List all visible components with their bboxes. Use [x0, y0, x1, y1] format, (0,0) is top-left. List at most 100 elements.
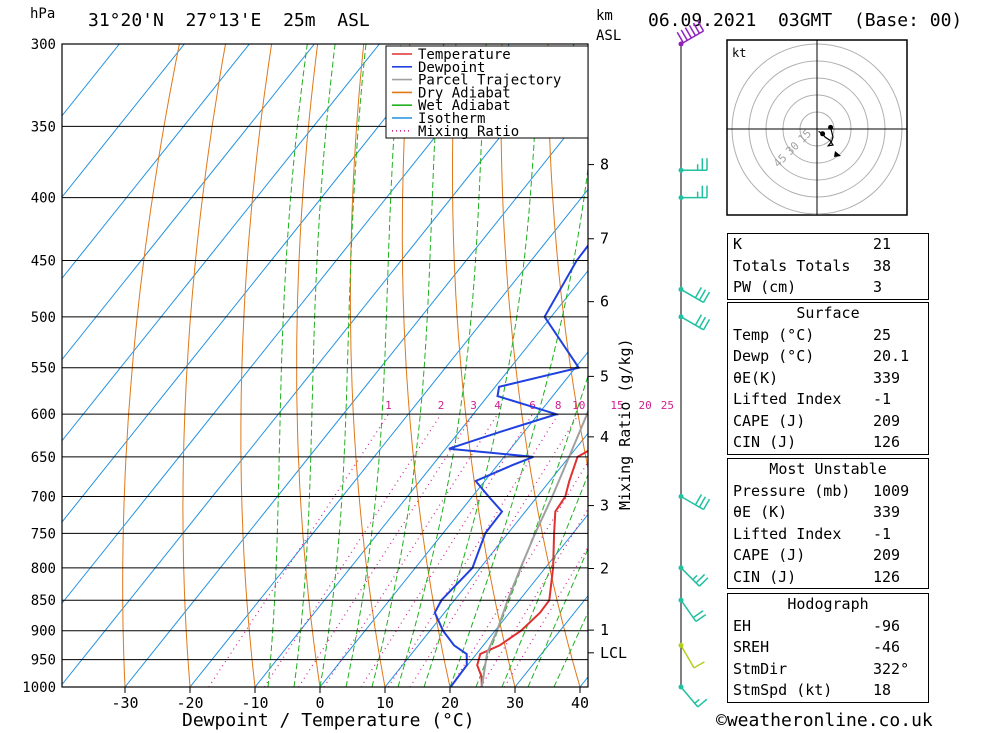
wind-barb-feather: [694, 494, 703, 506]
legend-label: Isotherm: [418, 111, 485, 127]
isotherm-line: [62, 44, 575, 686]
isotherm-line: [62, 44, 250, 280]
x-tick-label: 10: [376, 694, 394, 712]
index-label: CIN (J): [733, 567, 797, 586]
isotherm-line: [62, 44, 380, 442]
dry-adiabat-line: [122, 44, 180, 687]
pressure-unit-label: hPa: [30, 6, 56, 22]
dry-adiabat-line: [963, 44, 1000, 687]
isotherm-line: [384, 432, 588, 687]
wind-barb-shaft: [680, 567, 700, 587]
isotherm-line: [62, 44, 445, 523]
index-row: StmDir 322°: [728, 659, 928, 681]
height-unit-asl: ASL: [596, 28, 622, 44]
wet-adiabat-line: [553, 610, 588, 687]
pressure-tick-label: 750: [31, 526, 56, 542]
height-unit-km: km: [596, 8, 613, 24]
km-tick-label: 2: [600, 559, 609, 577]
wind-barb-feather: [695, 573, 706, 584]
index-value: -96: [873, 616, 901, 635]
wind-barb-dot: [678, 314, 684, 320]
hodograph-unit-label: kt: [732, 46, 746, 60]
index-value: 339: [873, 503, 901, 521]
mixing-ratio-label: 15: [610, 399, 623, 412]
legend-label: Wet Adiabat: [418, 98, 511, 114]
wind-barb-shaft: [680, 686, 699, 708]
mixing-ratio-label: 4: [494, 399, 501, 412]
wind-barb: [678, 597, 707, 623]
mixing-ratio-label: 25: [661, 399, 674, 412]
wind-barb-dot: [678, 167, 684, 173]
index-label: Totals Totals: [733, 256, 851, 275]
wind-barb: [678, 158, 708, 173]
wind-barb-dot: [678, 41, 684, 47]
index-label: Temp (°C): [733, 325, 815, 344]
mixing-ratio-line: [323, 413, 499, 687]
profile-lines: [433, 244, 588, 687]
legend-label: Dewpoint: [418, 60, 485, 76]
x-tick-label: 40: [571, 694, 589, 712]
index-value: 18: [873, 681, 892, 699]
index-label: K: [733, 235, 743, 253]
mixing-ratio-line: [409, 413, 580, 687]
plot-frame: [61, 43, 589, 688]
wind-barb-shaft: [680, 30, 704, 45]
index-label: CAPE (J): [733, 546, 806, 564]
index-label: StmDir: [733, 659, 788, 678]
wind-barb-feather: [676, 31, 684, 44]
index-label: CAPE (J): [733, 411, 806, 430]
index-value: 209: [873, 411, 901, 430]
pressure-tick-label: 600: [31, 407, 56, 423]
index-value: 126: [873, 433, 901, 451]
wind-barb-dot: [678, 195, 684, 201]
index-label: Lifted Index: [733, 524, 842, 543]
x-tick-label: -20: [176, 694, 203, 712]
index-row: CAPE (J) 209: [728, 411, 928, 433]
km-tick-label: 4: [600, 428, 609, 446]
pressure-tick-label: 450: [31, 254, 56, 270]
km-tick-label: 3: [600, 497, 609, 515]
wind-barb-shaft: [680, 599, 697, 622]
hodograph-marker: [828, 124, 834, 130]
index-row: Pressure (mb) 1009: [728, 481, 928, 503]
index-row: Totals Totals 38: [728, 256, 928, 278]
pressure-tick-label: 650: [31, 450, 56, 466]
mixing-ratio-line: [263, 413, 442, 687]
dry-adiabat-line: [401, 44, 451, 687]
isotherm-line: [449, 513, 588, 687]
index-label: θE(K): [733, 368, 779, 387]
pressure-tick-label: 550: [31, 361, 56, 377]
km-tick-label: 7: [600, 230, 609, 248]
index-value: 322°: [873, 659, 910, 678]
isotherm-line: [62, 44, 315, 361]
index-value: 38: [873, 256, 892, 275]
legend-label: Parcel Trajectory: [418, 73, 561, 89]
mixing-ratio-labels: 1 2 3 4 6 8 10 15 20 25: [385, 399, 674, 412]
wind-barb-column: [676, 20, 711, 708]
km-tick-label: 5: [600, 367, 609, 385]
legend-label: Temperature: [418, 47, 511, 63]
indices-top-box: K 21 Totals Totals 38 PW (cm) 3: [727, 233, 929, 300]
pressure-tick-label: 700: [31, 490, 56, 506]
pressure-tick-label: 800: [31, 561, 56, 577]
pressure-tick-label: 500: [31, 310, 56, 326]
mixing-ratio-label: 6: [529, 399, 536, 412]
indices-hodograph-box: Hodograph EH -96 SREH -46 StmDir 322° StmSp…: [727, 593, 929, 703]
x-axis-title: Dewpoint / Temperature (°C): [182, 710, 475, 731]
wind-barb-feather: [698, 289, 707, 301]
dry-adiabat-line: [296, 44, 321, 687]
parcel-trajectory-line: [480, 409, 588, 687]
wind-barb-feather: [694, 286, 703, 299]
index-label: θE (K): [733, 503, 788, 521]
wind-barb-dot: [678, 642, 684, 648]
indices-most-unstable-box: Most Unstable Pressure (mb) 1009 θE (K) 33…: [727, 458, 929, 589]
axes: 3003504004505005506006507007508008509009…: [22, 37, 634, 712]
surface-heading: Surface: [796, 304, 860, 322]
index-row: CAPE (J) 209: [728, 545, 928, 567]
wind-barb-feather: [698, 316, 707, 328]
height-unit-label: km ASL: [596, 6, 621, 46]
mixing-ratio-label: 2: [438, 399, 445, 412]
x-tick-label: 30: [506, 694, 524, 712]
index-value: -46: [873, 638, 901, 656]
